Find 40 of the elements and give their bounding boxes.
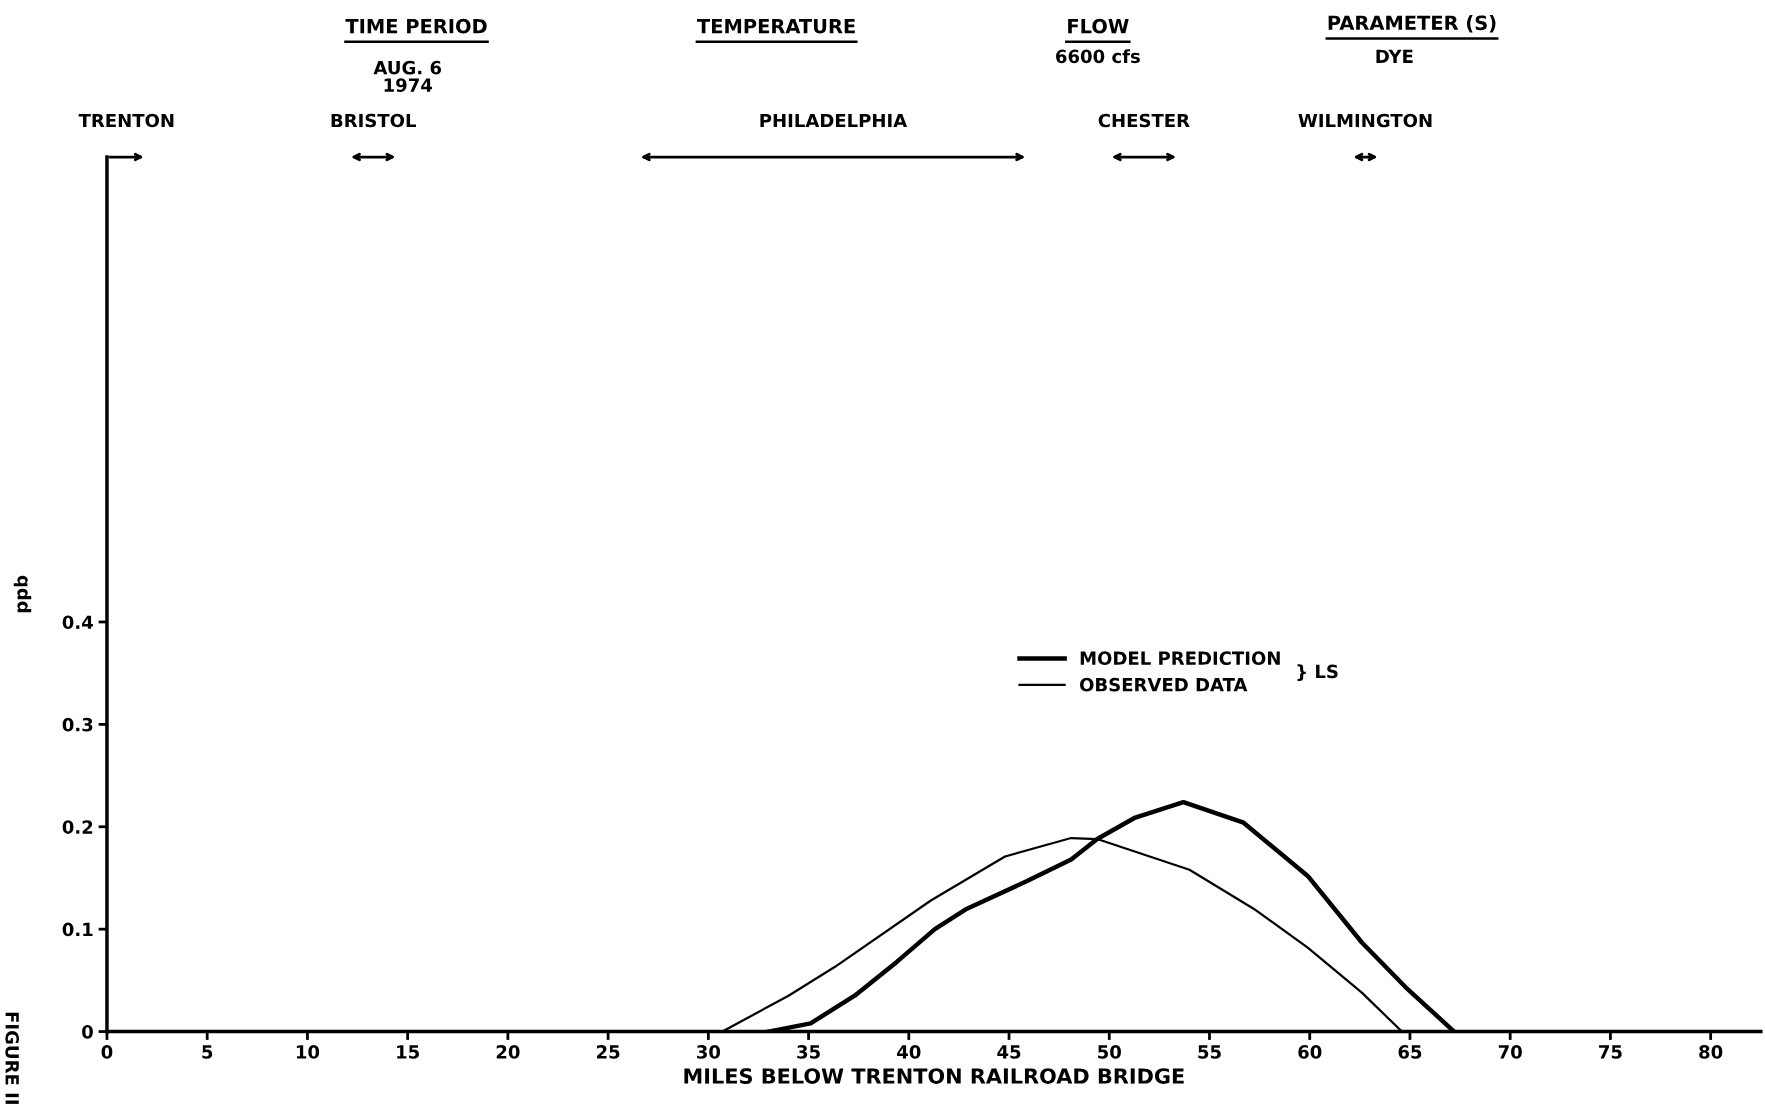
x-tick-label: 70 [1498, 1045, 1522, 1059]
x-tick-label: 10 [296, 1045, 320, 1059]
text: AUG. 6 1974 [373, 60, 442, 92]
legend-label: MODEL PREDICTION [1080, 651, 1280, 666]
x-tick-label: 65 [1398, 1045, 1422, 1059]
x-tick-label: 20 [496, 1045, 520, 1059]
x-tick-label: 35 [797, 1045, 820, 1059]
x-tick-label: 30 [696, 1045, 721, 1059]
x-tick-label: 75 [1599, 1045, 1622, 1059]
text: TRENTON [78, 113, 174, 128]
y-tick-label: 0.2 [62, 820, 93, 834]
text: WILMINGTON [1298, 113, 1432, 128]
legend-label: OBSERVED DATA [1079, 677, 1248, 692]
x-tick-label: 50 [1098, 1045, 1121, 1059]
text: TIME PERIOD [345, 18, 487, 34]
text: DYE [1376, 49, 1413, 63]
text: PARAMETER (S) [1328, 15, 1496, 33]
x-tick-label: 0 [101, 1045, 113, 1059]
x-tick-label: 15 [397, 1045, 419, 1059]
x-tick-label: 40 [897, 1045, 921, 1059]
x-tick-label: 80 [1699, 1045, 1723, 1059]
x-axis-title: MILES BELOW TRENTON RAILROAD BRIDGE [684, 1068, 1184, 1084]
y-tick-label: 0.1 [62, 922, 93, 937]
legend-title: } LS [1297, 664, 1338, 681]
x-tick-label: 45 [997, 1045, 1021, 1059]
text: FIGURE II [5, 1012, 20, 1104]
text: FLOW [1068, 18, 1129, 34]
text: BRISTOL [331, 113, 417, 128]
x-tick-label: 55 [1198, 1045, 1221, 1059]
y-tick-label: 0.4 [62, 615, 93, 630]
y-tick-label: 0 [82, 1025, 93, 1039]
text: 6600 cfs [1056, 49, 1140, 64]
text: CHESTER [1098, 113, 1190, 128]
text: TEMPERATURE [697, 19, 855, 34]
x-tick-label: 25 [596, 1045, 620, 1059]
text: PHILADELPHIA [760, 113, 908, 128]
x-tick-label: 60 [1298, 1045, 1322, 1059]
x-tick-label: 5 [202, 1045, 213, 1059]
y-tick-label: 0.3 [62, 717, 93, 732]
y-axis-title: ppb [13, 575, 32, 613]
